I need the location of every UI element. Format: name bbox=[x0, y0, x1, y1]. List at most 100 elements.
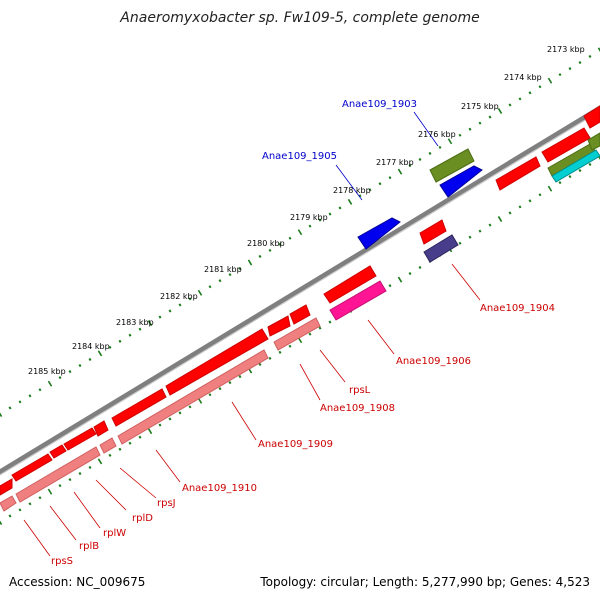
minor-tick bbox=[288, 344, 292, 348]
minor-tick bbox=[288, 236, 292, 240]
gene-feature bbox=[495, 156, 541, 191]
gene-feature bbox=[99, 437, 117, 454]
minor-tick bbox=[488, 115, 492, 119]
minor-tick bbox=[178, 303, 182, 307]
gene-feature bbox=[587, 132, 600, 151]
outer-ruler bbox=[0, 47, 600, 417]
minor-tick bbox=[478, 121, 482, 125]
minor-tick bbox=[568, 175, 572, 179]
gene-label[interactable]: rpsS bbox=[51, 556, 73, 567]
kbp-tick-label: 2182 kbp bbox=[160, 292, 198, 301]
minor-tick bbox=[68, 370, 72, 374]
gene-feature bbox=[423, 234, 459, 263]
minor-tick bbox=[28, 394, 32, 398]
minor-tick bbox=[558, 181, 562, 185]
minor-tick bbox=[18, 400, 22, 404]
minor-tick bbox=[558, 73, 562, 77]
minor-tick bbox=[38, 388, 42, 392]
minor-tick bbox=[8, 514, 12, 518]
minor-tick bbox=[488, 223, 492, 227]
minor-tick bbox=[208, 285, 212, 289]
gene-label[interactable]: rpsL bbox=[349, 385, 371, 396]
major-tick bbox=[247, 259, 253, 266]
minor-tick bbox=[468, 127, 472, 131]
inner-ruler bbox=[0, 155, 600, 525]
major-tick bbox=[547, 77, 553, 84]
minor-tick bbox=[168, 417, 172, 421]
minor-tick bbox=[118, 447, 122, 451]
gene-label[interactable]: rpsJ bbox=[157, 498, 176, 509]
minor-tick bbox=[418, 157, 422, 162]
gene-label[interactable]: Anae109_1909 bbox=[258, 439, 333, 450]
gene-feature bbox=[63, 427, 97, 451]
minor-tick bbox=[258, 254, 262, 258]
minor-tick bbox=[18, 508, 22, 512]
minor-tick bbox=[138, 327, 142, 331]
minor-tick bbox=[318, 218, 322, 222]
gene-labels: Anae109_1903 Anae109_1905 Anae109_1904 Anae… bbox=[51, 99, 555, 567]
gene-feature bbox=[541, 127, 591, 163]
minor-tick bbox=[388, 176, 392, 180]
minor-tick bbox=[218, 387, 222, 391]
gene-feature bbox=[289, 304, 311, 325]
gene-label[interactable]: rplD bbox=[132, 513, 153, 524]
minor-tick bbox=[228, 381, 232, 385]
map-title: Anaeromyxobacter sp. Fw109-5, complete g… bbox=[120, 10, 480, 26]
minor-tick bbox=[128, 333, 132, 337]
minor-tick bbox=[308, 332, 312, 336]
kbp-tick-label: 2175 kbp bbox=[461, 102, 499, 111]
kbp-tick-label: 2184 kbp bbox=[72, 342, 110, 351]
gene-label[interactable]: rplW bbox=[103, 528, 126, 539]
minor-tick bbox=[478, 229, 482, 233]
gene-feature bbox=[323, 265, 377, 304]
gene-label[interactable]: Anae109_1908 bbox=[320, 403, 395, 414]
major-tick bbox=[497, 108, 503, 114]
minor-tick bbox=[258, 362, 262, 366]
minor-tick bbox=[458, 241, 462, 245]
genome-backbone-highlight bbox=[0, 110, 600, 476]
major-tick bbox=[97, 458, 103, 465]
major-tick bbox=[297, 229, 303, 236]
gene-feature bbox=[111, 388, 167, 427]
minor-tick bbox=[508, 211, 512, 215]
minor-tick bbox=[538, 193, 542, 197]
minor-tick bbox=[188, 297, 192, 301]
gene-feature bbox=[15, 446, 101, 503]
minor-tick bbox=[58, 376, 62, 380]
major-tick bbox=[147, 320, 153, 327]
gene-feature bbox=[583, 105, 600, 129]
gene-label[interactable]: Anae109_1904 bbox=[480, 303, 555, 314]
minor-tick bbox=[518, 97, 522, 101]
major-tick bbox=[447, 138, 453, 145]
minor-tick bbox=[238, 375, 242, 379]
minor-tick bbox=[588, 54, 592, 59]
minor-tick bbox=[508, 103, 512, 107]
major-tick bbox=[397, 276, 403, 283]
genome-backbone bbox=[0, 105, 600, 475]
minor-tick bbox=[38, 496, 42, 500]
gene-feature bbox=[429, 148, 475, 183]
major-tick bbox=[547, 185, 553, 192]
minor-tick bbox=[338, 206, 342, 210]
minor-tick bbox=[108, 345, 112, 349]
minor-tick bbox=[468, 235, 472, 239]
major-tick bbox=[397, 168, 403, 175]
minor-tick bbox=[268, 356, 272, 360]
gene-label[interactable]: Anae109_1905 bbox=[262, 151, 337, 162]
gene-label[interactable]: rplB bbox=[79, 541, 99, 552]
gene-feature bbox=[267, 315, 291, 337]
gene-feature bbox=[357, 217, 401, 250]
gene-label[interactable]: Anae109_1910 bbox=[182, 483, 257, 494]
minor-tick bbox=[438, 145, 442, 149]
major-tick bbox=[197, 289, 203, 296]
minor-tick bbox=[28, 502, 32, 506]
minor-tick bbox=[138, 435, 142, 439]
gene-label[interactable]: Anae109_1906 bbox=[396, 356, 471, 367]
gene-label[interactable]: Anae109_1903 bbox=[342, 99, 417, 110]
minor-tick bbox=[358, 194, 362, 198]
minor-tick bbox=[328, 320, 332, 324]
major-tick bbox=[347, 198, 353, 205]
minor-tick bbox=[68, 478, 72, 482]
gene-feature bbox=[93, 420, 109, 437]
